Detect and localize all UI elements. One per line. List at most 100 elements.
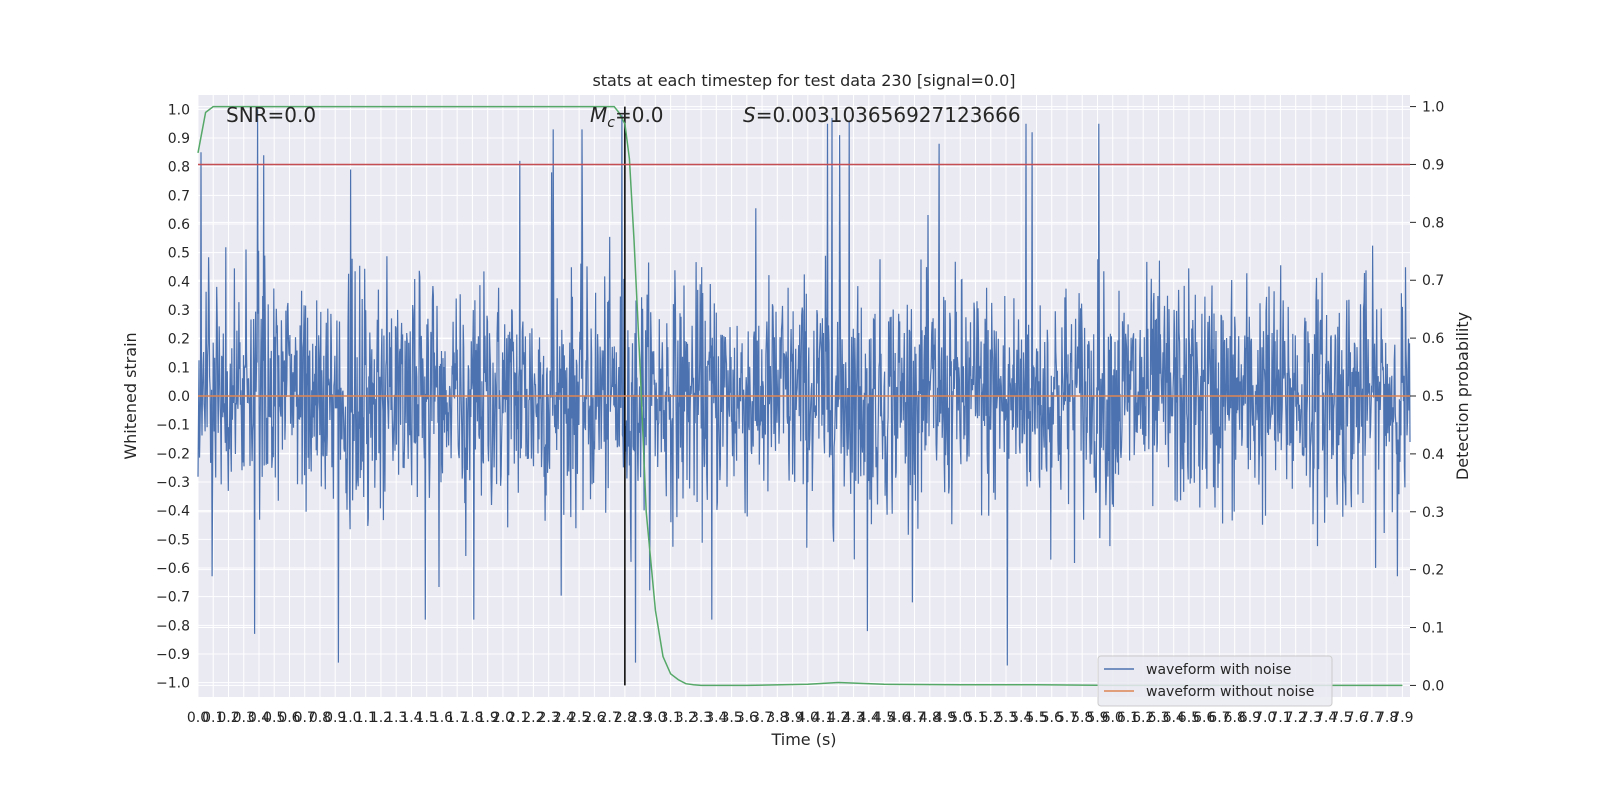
right-y-tick-label-1: 0.1 [1422, 621, 1444, 637]
y-tick-labels: −1.0 −0.9 −0.8 −0.7 −0.6 −0.5 −0.4 −0.3 −0.2 −0.1… [156, 102, 190, 691]
y-tick-label-19: 0.9 [168, 131, 190, 147]
x-tick-label-40: 4.0 [797, 710, 819, 726]
x-tick-label-65: 6.5 [1178, 710, 1200, 726]
x-tick-labels: 0.00.10.20.30.40.50.60.70.80.91.01.11.21… [187, 710, 1414, 726]
x-tick-label-2: 0.2 [217, 710, 239, 726]
x-tick-label-24: 2.4 [553, 710, 575, 726]
x-tick-label-31: 3.1 [659, 710, 681, 726]
right-y-tick-labels: 0.0 0.1 0.2 0.3 0.4 0.5 0.6 0.7 0.8 0.9 1.0 [1410, 100, 1444, 694]
y-tick-label-16: 0.6 [168, 217, 190, 233]
chirp-mass-symbol: M [590, 103, 607, 127]
x-tick-label-25: 2.5 [568, 710, 590, 726]
x-tick-label-38: 3.8 [766, 710, 788, 726]
y-tick-label-6: −0.4 [156, 504, 190, 520]
x-tick-label-51: 5.1 [964, 710, 986, 726]
y-tick-label-8: −0.2 [156, 446, 190, 462]
x-tick-label-9: 0.9 [324, 710, 346, 726]
x-tick-label-18: 1.8 [461, 710, 483, 726]
x-tick-label-19: 1.9 [477, 710, 499, 726]
x-tick-label-66: 6.6 [1193, 710, 1215, 726]
x-tick-label-7: 0.7 [294, 710, 316, 726]
x-tick-label-69: 6.9 [1239, 710, 1261, 726]
x-tick-label-28: 2.8 [614, 710, 636, 726]
x-tick-label-37: 3.7 [751, 710, 773, 726]
x-tick-label-78: 7.8 [1376, 710, 1398, 726]
x-tick-label-53: 5.3 [995, 710, 1017, 726]
x-tick-label-70: 7.0 [1254, 710, 1276, 726]
x-tick-label-52: 5.2 [980, 710, 1002, 726]
y-tick-label-13: 0.3 [168, 303, 190, 319]
x-tick-label-3: 0.3 [233, 710, 255, 726]
x-tick-label-55: 5.5 [1025, 710, 1047, 726]
x-tick-label-63: 6.3 [1147, 710, 1169, 726]
y-tick-label-17: 0.7 [168, 188, 190, 204]
x-tick-label-61: 6.1 [1117, 710, 1139, 726]
legend-label-waveform-without-noise: waveform without noise [1146, 684, 1314, 700]
detection-probability-line [197, 105, 1403, 687]
y-tick-label-5: −0.5 [156, 532, 190, 548]
x-tick-label-36: 3.6 [736, 710, 758, 726]
x-tick-label-42: 4.2 [827, 710, 849, 726]
x-tick-label-35: 3.5 [720, 710, 742, 726]
annotation-snr: SNR=0.0 [226, 103, 316, 127]
legend-label-waveform-with-noise: waveform with noise [1146, 662, 1291, 678]
x-tick-label-76: 7.6 [1346, 710, 1368, 726]
right-y-tick-label-3: 0.3 [1422, 505, 1444, 521]
x-tick-label-58: 5.8 [1071, 710, 1093, 726]
x-tick-label-29: 2.9 [629, 710, 651, 726]
x-tick-label-34: 3.4 [705, 710, 727, 726]
x-tick-label-22: 2.2 [522, 710, 544, 726]
right-y-tick-label-2: 0.2 [1422, 563, 1444, 579]
x-tick-label-79: 7.9 [1391, 710, 1413, 726]
x-tick-label-44: 4.4 [858, 710, 880, 726]
x-tick-label-8: 0.8 [309, 710, 331, 726]
x-tick-label-10: 1.0 [339, 710, 361, 726]
x-tick-label-5: 0.5 [263, 710, 285, 726]
x-tick-label-11: 1.1 [355, 710, 377, 726]
x-tick-label-48: 4.8 [919, 710, 941, 726]
y-tick-label-2: −0.8 [156, 618, 190, 634]
annotation-chirp-mass: Mc=0.0 [590, 103, 664, 131]
x-tick-label-64: 6.4 [1163, 710, 1185, 726]
right-y-tick-label-5: 0.5 [1422, 389, 1444, 405]
series-waveform-with-noise [197, 109, 1411, 666]
x-tick-label-17: 1.7 [446, 710, 468, 726]
y-tick-label-11: 0.1 [168, 360, 190, 376]
x-tick-label-49: 4.9 [934, 710, 956, 726]
right-y-tick-label-8: 0.8 [1422, 215, 1444, 231]
x-tick-label-73: 7.3 [1300, 710, 1322, 726]
y-axis-title: Whitened strain [121, 332, 140, 459]
y-tick-label-18: 0.8 [168, 160, 190, 176]
x-axis-title: Time (s) [770, 730, 836, 749]
x-tick-label-30: 3.0 [644, 710, 666, 726]
y-tick-label-12: 0.2 [168, 332, 190, 348]
legend-box [1097, 655, 1333, 707]
x-tick-label-46: 4.6 [888, 710, 910, 726]
y-tick-label-9: −0.1 [156, 418, 190, 434]
x-tick-label-23: 2.3 [538, 710, 560, 726]
right-y-axis-title: Detection probability [1453, 312, 1472, 480]
x-tick-label-54: 5.4 [1010, 710, 1032, 726]
annotation-score: S=0.003103656927123666 [743, 103, 1021, 127]
x-tick-label-4: 0.4 [248, 710, 270, 726]
x-tick-label-67: 6.7 [1208, 710, 1230, 726]
x-tick-label-56: 5.6 [1041, 710, 1063, 726]
y-tick-label-3: −0.7 [156, 590, 190, 606]
y-tick-label-7: −0.3 [156, 475, 190, 491]
y-tick-label-20: 1.0 [168, 102, 190, 118]
score-symbol: S [743, 103, 756, 127]
x-tick-label-27: 2.7 [598, 710, 620, 726]
y-tick-label-15: 0.5 [168, 246, 190, 262]
x-tick-label-26: 2.6 [583, 710, 605, 726]
x-tick-label-1: 0.1 [202, 710, 224, 726]
x-tick-label-59: 5.9 [1086, 710, 1108, 726]
x-tick-label-71: 7.1 [1269, 710, 1291, 726]
x-tick-label-41: 4.1 [812, 710, 834, 726]
x-tick-label-12: 1.2 [370, 710, 392, 726]
waveform-with-noise-line [197, 109, 1411, 666]
right-y-tick-label-6: 0.6 [1422, 331, 1444, 347]
right-y-tick-label-9: 0.9 [1422, 157, 1444, 173]
x-tick-label-47: 4.7 [903, 710, 925, 726]
y-tick-label-0: −1.0 [156, 676, 190, 692]
